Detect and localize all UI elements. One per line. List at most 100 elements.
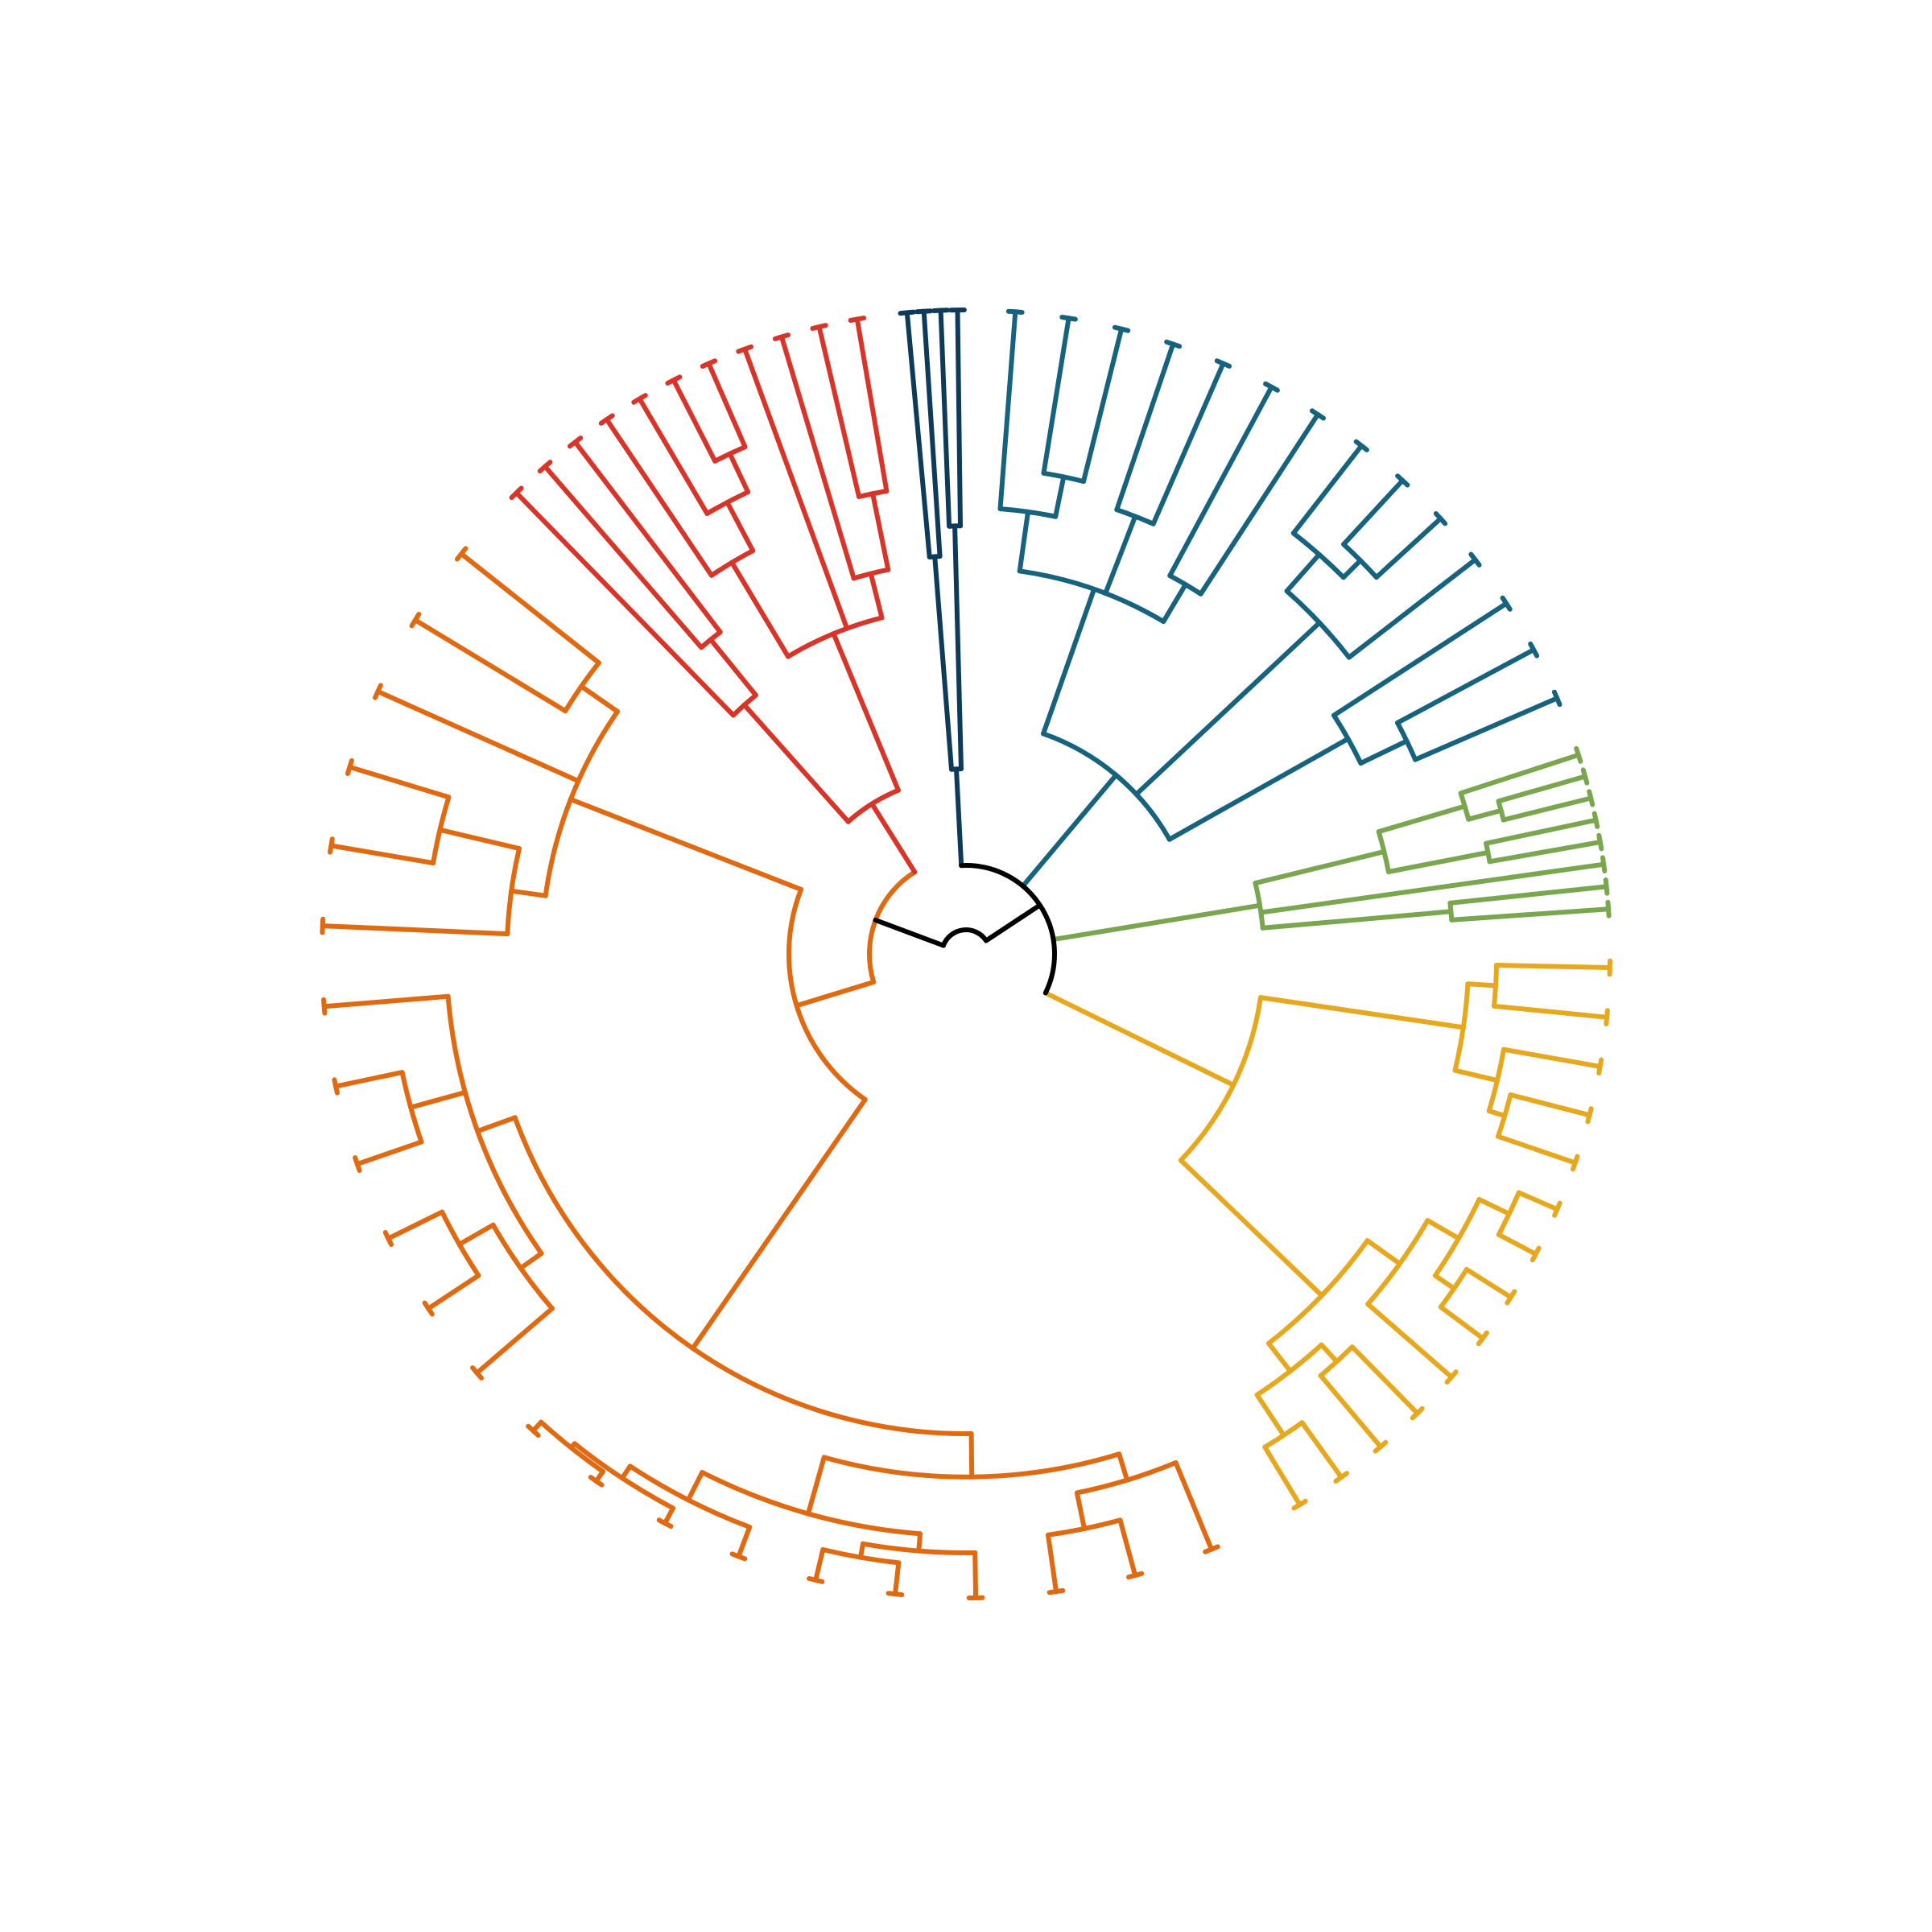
green-internal-branch <box>1253 848 1387 886</box>
teal-leaf-tip <box>1551 689 1563 708</box>
root-branch-left <box>873 918 946 948</box>
orange-leaf-tip <box>422 1300 435 1317</box>
yellow-leaf-branch <box>1496 1133 1578 1166</box>
orange-internal-branch <box>475 1115 518 1134</box>
orange-leaf-tip <box>656 1517 674 1530</box>
teal-leaf-tip <box>1500 595 1513 612</box>
orange-leaf-branch <box>813 1547 826 1583</box>
navy-leaf-branch <box>904 310 932 559</box>
orange-leaf-tip <box>345 758 354 776</box>
red-leaf-branch <box>637 396 710 516</box>
yellow-internal-branch <box>1432 1273 1457 1291</box>
yellow-leaf-tip <box>1444 1369 1459 1385</box>
green-leaf-tip <box>1596 832 1604 852</box>
orange-leaf-branch <box>426 1273 481 1311</box>
yellow-internal-branch <box>1258 995 1466 1030</box>
yellow-leaf-branch <box>1494 963 1612 970</box>
red-stem <box>869 801 918 875</box>
teal-leaf-branch <box>1290 443 1364 536</box>
orange-leaf-tip <box>886 1591 905 1597</box>
red-leaf-tip <box>598 413 615 426</box>
teal-internal-branch <box>1041 586 1097 737</box>
green-internal-branch <box>1376 803 1468 835</box>
yellow-leaf-tip <box>1476 1330 1489 1347</box>
teal-leaf-tip <box>1353 439 1369 452</box>
teal-leaf-tip <box>1309 408 1326 421</box>
orange-leaf-tip <box>1126 1571 1145 1580</box>
orange-leaf-tip <box>328 836 335 855</box>
teal-internal-branch <box>1133 620 1323 797</box>
red-leaf-branch <box>671 378 718 464</box>
green-leaf-tip <box>1603 877 1610 896</box>
orange-leaf-branch <box>320 923 510 937</box>
orange-leaf-tip <box>1203 1544 1220 1554</box>
yellow-internal-branch <box>1425 1218 1461 1241</box>
teal-leaf-tip <box>1059 315 1078 322</box>
orange-internal-branch <box>568 797 804 892</box>
orange-leaf-tip <box>373 683 383 700</box>
red-leaf-tip <box>567 436 584 449</box>
yellow-leaf-branch <box>1318 1373 1383 1450</box>
teal-leaf-tip <box>1214 358 1232 369</box>
orange-leaf-tip <box>455 546 469 562</box>
teal-leaf-branch <box>1167 384 1274 579</box>
yellow-internal-branch <box>1319 1342 1340 1364</box>
red-leaf-tip <box>700 358 718 369</box>
orange-internal-branch <box>509 888 548 898</box>
orange-leaf-branch <box>375 689 581 784</box>
yellow-leaf-branch <box>1501 1046 1603 1069</box>
yellow-leaf-tip <box>1505 1289 1517 1306</box>
orange-internal-branch <box>1117 1451 1130 1483</box>
orange-leaf-tip <box>588 1475 605 1488</box>
navy-leaf-tip <box>931 308 950 313</box>
green-internal-branch <box>1260 909 1454 931</box>
green-leaf-branch <box>1449 906 1612 923</box>
red-leaf-tip <box>772 332 791 341</box>
green-leaf-branch <box>1258 861 1607 915</box>
teal-leaf-branch <box>997 309 1018 512</box>
yellow-leaf-tip <box>1596 1057 1604 1076</box>
orange-stem <box>794 980 877 1009</box>
orange-leaf-branch <box>474 1306 555 1376</box>
yellow-leaf-branch <box>1508 1092 1592 1118</box>
teal-internal-branch <box>1161 582 1188 625</box>
yellow-leaf-tip <box>1373 1439 1389 1454</box>
orange-leaf-branch <box>328 843 436 866</box>
green-leaf-tip <box>1587 789 1596 807</box>
yellow-leaf-branch <box>1262 1444 1302 1508</box>
teal-leaf-branch <box>1346 557 1478 660</box>
yellow-leaf-branch <box>1349 1344 1420 1416</box>
red-internal-branch <box>724 500 756 554</box>
teal-leaf-branch <box>1081 326 1125 484</box>
navy-stem <box>954 766 964 869</box>
teal-internal-branch <box>1103 514 1138 597</box>
yellow-internal-branch <box>1364 1238 1402 1266</box>
yellow-leaf-branch <box>1365 1302 1455 1380</box>
yellow-internal-branch <box>1486 1108 1508 1118</box>
teal-leaf-branch <box>1373 516 1443 580</box>
red-leaf-branch <box>742 346 850 631</box>
teal-leaf-branch <box>1150 361 1226 526</box>
orange-internal-branch <box>1074 1490 1087 1531</box>
orange-leaf-branch <box>347 764 452 800</box>
yellow-leaf-branch <box>1463 1266 1513 1300</box>
red-internal-branch <box>831 631 901 793</box>
navy-internal-branch <box>932 554 954 772</box>
yellow-internal-branch <box>1254 1392 1286 1438</box>
navy-leaf-branch <box>938 308 952 529</box>
red-internal-branch <box>727 451 751 495</box>
teal-leaf-branch <box>1114 341 1176 513</box>
green-leaf-tip <box>1591 811 1600 829</box>
yellow-stem <box>1042 990 1236 1088</box>
navy-leaf-branch <box>921 308 943 559</box>
teal-leaf-branch <box>1041 316 1071 476</box>
red-leaf-branch <box>514 490 736 718</box>
orange-internal-branch <box>805 1455 827 1517</box>
yellow-leaf-tip <box>1333 1471 1349 1484</box>
orange-leaf-branch <box>459 551 601 666</box>
teal-internal-branch <box>1053 474 1067 519</box>
red-internal-branch <box>870 491 891 572</box>
teal-leaf-tip <box>1433 511 1448 526</box>
orange-leaf-branch <box>893 1560 902 1597</box>
green-internal-branch <box>1385 850 1491 874</box>
